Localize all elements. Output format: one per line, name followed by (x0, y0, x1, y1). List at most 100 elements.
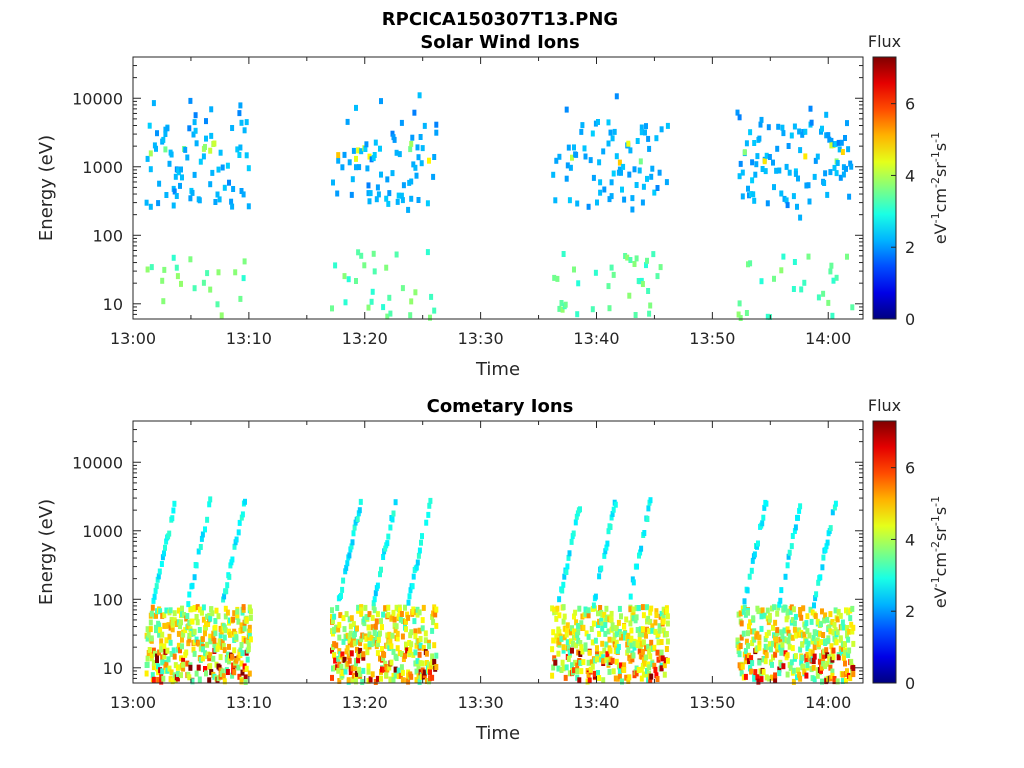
spectrogram-cell (145, 626, 150, 633)
spectrogram-cell (782, 195, 787, 202)
spectrogram-cell (371, 600, 376, 607)
spectrogram-cell (814, 591, 819, 598)
spectrogram-cell (162, 653, 167, 660)
spectrogram-cell (341, 615, 346, 622)
x-tick-label: 13:50 (689, 329, 735, 348)
spectrogram-cell (748, 129, 753, 136)
spectrogram-cell (344, 611, 349, 618)
spectrogram-cell (639, 640, 644, 647)
spectrogram-cell (763, 168, 768, 175)
spectrogram-cell (556, 665, 561, 672)
spectrogram-cell (559, 667, 564, 673)
spectrogram-cell (550, 646, 555, 653)
spectrogram-cell (764, 152, 769, 159)
spectrogram-cell (825, 652, 830, 659)
spectrogram-cell (350, 676, 355, 683)
spectrogram-cell (772, 275, 776, 282)
spectrogram-cell (743, 673, 748, 680)
spectrogram-cell (355, 516, 360, 522)
spectrogram-cell (791, 193, 796, 200)
spectrogram-cell (342, 273, 347, 280)
spectrogram-cell (846, 652, 851, 658)
spectrogram-cell (832, 504, 837, 511)
spectrogram-cell (622, 667, 627, 673)
spectrogram-cell (174, 264, 179, 271)
spectrogram-cell (367, 611, 372, 618)
spectrogram-cell (406, 669, 411, 676)
spectrogram-cell (792, 528, 797, 534)
spectrogram-cell (649, 646, 654, 652)
spectrogram-cell (792, 259, 797, 265)
spectrogram-cell (187, 591, 192, 598)
spectrogram-cell (176, 630, 181, 637)
spectrogram-cell (600, 621, 605, 628)
spectrogram-cell (434, 652, 439, 659)
spectrogram-cell (406, 599, 411, 606)
spectrogram-cell (180, 611, 184, 618)
spectrogram-cell (623, 630, 628, 637)
spectrogram-cell (665, 638, 670, 645)
spectrogram-cell (570, 625, 574, 632)
spectrogram-cell (393, 499, 398, 506)
spectrogram-cell (611, 506, 616, 513)
spectrogram-cell (819, 639, 823, 646)
spectrogram-cell (238, 144, 243, 151)
spectrogram-cell (434, 664, 439, 670)
spectrogram-cell (763, 648, 768, 655)
spectrogram-cell (246, 646, 251, 653)
spectrogram-cell (176, 169, 181, 176)
spectrogram-cell (735, 109, 740, 116)
spectrogram-cell (350, 665, 355, 672)
spectrogram-cell (793, 628, 798, 635)
spectrogram-cell (355, 625, 359, 632)
spectrogram-cell (601, 677, 606, 684)
spectrogram-cell (412, 618, 417, 625)
spectrogram-cell (423, 630, 428, 637)
spectrogram-cell (400, 618, 405, 624)
spectrogram-cell (825, 539, 830, 546)
spectrogram-cell (826, 299, 831, 306)
spectrogram-cell (584, 630, 589, 637)
spectrogram-cell (390, 170, 395, 177)
spectrogram-cell (565, 162, 570, 169)
spectrogram-cell (561, 647, 566, 654)
spectrogram-cell (824, 678, 829, 685)
spectrogram-cell (593, 593, 598, 600)
spectrogram-cell (415, 559, 420, 566)
spectrogram-cell (399, 119, 404, 126)
spectrogram-cell (836, 608, 841, 615)
spectrogram-cell (351, 147, 356, 154)
spectrogram-cell (805, 628, 810, 635)
spectrogram-cell (168, 639, 173, 646)
spectrogram-cell (735, 637, 740, 644)
spectrogram-cell (777, 670, 782, 677)
spectrogram-cell (742, 651, 747, 658)
spectrogram-cell (383, 605, 388, 612)
spectrogram-cell (415, 658, 420, 665)
spectrogram-cell (578, 660, 583, 666)
spectrogram-cell (411, 161, 416, 168)
spectrogram-cell (419, 160, 424, 167)
spectrogram-cell (181, 661, 186, 668)
panel-title: Solar Wind Ions (420, 32, 579, 53)
spectrogram-cell (797, 627, 802, 634)
colorbar-title: Flux (868, 32, 901, 51)
spectrogram-cell (208, 496, 213, 503)
spectrogram-cell (213, 618, 218, 624)
spectrogram-cell (783, 650, 788, 657)
spectrogram-cell (416, 197, 421, 203)
spectrogram-cell (427, 157, 431, 164)
spectrogram-cell (657, 169, 662, 176)
spectrogram-cell (646, 288, 651, 294)
spectrogram-cell (640, 604, 645, 611)
spectrogram-cell (655, 273, 660, 280)
spectrogram-cell (639, 675, 644, 682)
spectrogram-cell (828, 628, 833, 635)
spectrogram-cell (423, 637, 428, 644)
spectrogram-cell (764, 632, 769, 639)
spectrogram-cell (398, 616, 403, 623)
spectrogram-cell (213, 646, 218, 653)
spectrogram-cell (637, 648, 642, 655)
spectrogram-cell (578, 640, 583, 646)
spectrogram-cell (237, 519, 242, 526)
